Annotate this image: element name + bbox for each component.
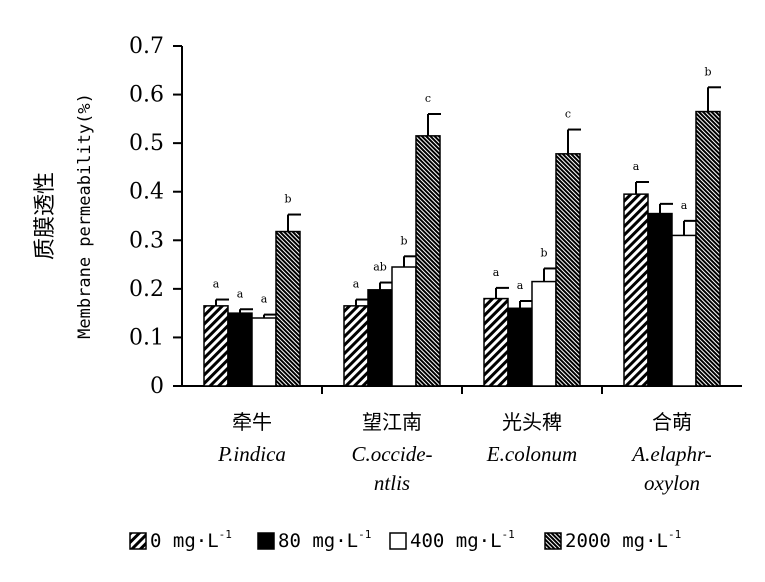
bar: [507, 307, 533, 387]
category-labels: 牵牛 P.indica 望江南 C.occide-ntlis 光头稗 E.colonum 合…: [217, 410, 712, 495]
legend-swatch: [257, 532, 275, 550]
bar: [555, 153, 581, 387]
y-tick-label: 0.5: [129, 131, 164, 156]
legend-entry-name: 80 mg·L: [278, 530, 358, 552]
legend-entry-name: 2000 mg·L: [565, 530, 668, 552]
significance-label: b: [400, 234, 407, 247]
y-axis-label-cn: 质膜透性: [33, 172, 58, 260]
significance-label: a: [213, 278, 220, 291]
significance-label: a: [237, 287, 244, 300]
significance-label: b: [540, 246, 547, 259]
legend-entry-label: 2000 mg·L-1: [565, 528, 681, 552]
category-label-latin: A.elaphr-: [630, 442, 711, 466]
y-tick-label: 0: [150, 374, 164, 399]
category-label-latin: oxylon: [644, 471, 700, 495]
bar: [251, 317, 277, 387]
category-label-cn: 望江南: [362, 410, 422, 434]
significance-label: c: [425, 92, 431, 105]
legend-swatch: [544, 532, 562, 550]
bar: [623, 193, 649, 387]
significance-label: a: [517, 279, 524, 292]
legend-entry-label: 0 mg·L-1: [150, 528, 232, 552]
bar: [671, 234, 697, 387]
category-label-latin: P.indica: [217, 442, 286, 466]
y-tick-label: 0.7: [129, 34, 164, 59]
y-tick-label: 0.4: [129, 180, 164, 205]
legend-entry-label: 80 mg·L-1: [278, 528, 371, 552]
significance-label: b: [284, 193, 291, 206]
significance-label: ab: [373, 261, 387, 274]
y-tick-label: 0.1: [129, 325, 164, 350]
legend-swatch: [129, 532, 147, 550]
category-label-cn: 光头稗: [502, 410, 562, 434]
y-tick-label: 0.6: [129, 83, 164, 108]
legend-entry-superscript: -1: [502, 528, 515, 541]
legend-entry-superscript: -1: [358, 528, 371, 541]
y-axis-label-en: Membrane permeability(%): [75, 93, 95, 339]
y-tick-label: 0.2: [129, 277, 164, 302]
category-label-cn: 牵牛: [232, 410, 272, 434]
bar: [203, 305, 229, 387]
bar: [531, 280, 557, 387]
bar: [695, 110, 721, 387]
bar: [227, 312, 253, 387]
legend-entry-superscript: -1: [219, 528, 232, 541]
significance-label: b: [704, 65, 711, 78]
category-label-latin: C.occide-: [351, 442, 432, 466]
legend: 0 mg·L-1 80 mg·L-1 400 mg·L-1 2000 mg·L-1: [129, 528, 681, 552]
bar: [367, 289, 393, 387]
significance-label: a: [681, 199, 688, 212]
bar: [415, 135, 441, 387]
bar: [343, 305, 369, 387]
significance-label: a: [261, 293, 268, 306]
bar: [391, 266, 417, 387]
bar: [483, 297, 509, 387]
legend-entry-superscript: -1: [668, 528, 681, 541]
significance-label: a: [633, 160, 640, 173]
legend-entry-name: 400 mg·L: [410, 530, 502, 552]
category-label-latin: ntlis: [374, 471, 410, 495]
category-label-latin: E.colonum: [486, 442, 577, 466]
y-tick-label: 0.3: [129, 228, 164, 253]
significance-label: c: [565, 108, 571, 121]
legend-entry-label: 400 mg·L-1: [410, 528, 515, 552]
significance-label: a: [493, 266, 500, 279]
legend-swatch: [389, 532, 407, 550]
bar: [647, 212, 673, 387]
bar: [275, 230, 301, 387]
legend-entry-name: 0 mg·L: [150, 530, 219, 552]
significance-label: a: [353, 278, 360, 291]
category-label-cn: 合萌: [652, 410, 692, 434]
y-axis-label: 质膜透性 Membrane permeability(%): [33, 93, 95, 339]
